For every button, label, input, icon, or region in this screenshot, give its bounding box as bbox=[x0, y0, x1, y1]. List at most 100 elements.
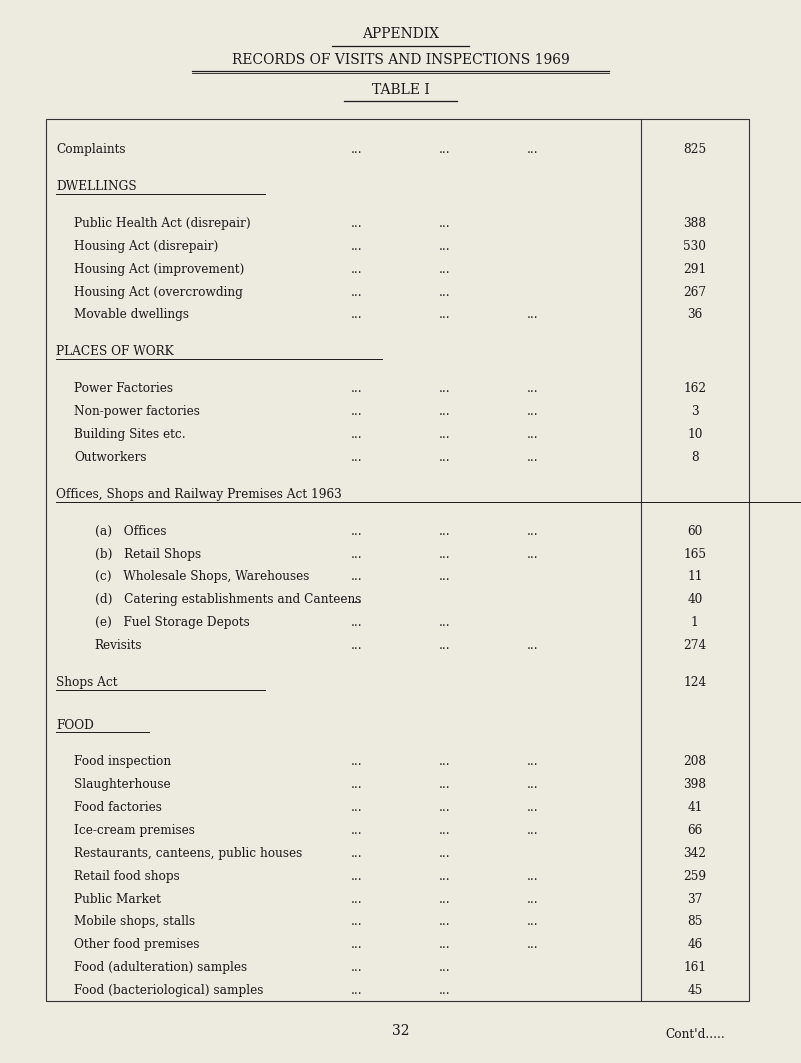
Text: APPENDIX: APPENDIX bbox=[362, 28, 439, 41]
Text: Food inspection: Food inspection bbox=[74, 756, 171, 769]
Text: ...: ... bbox=[439, 217, 450, 230]
Text: RECORDS OF VISITS AND INSPECTIONS 1969: RECORDS OF VISITS AND INSPECTIONS 1969 bbox=[231, 53, 570, 67]
Text: ...: ... bbox=[351, 617, 362, 629]
Text: ...: ... bbox=[439, 405, 450, 418]
Text: (b)   Retail Shops: (b) Retail Shops bbox=[95, 547, 200, 560]
Text: Offices, Shops and Railway Premises Act 1963: Offices, Shops and Railway Premises Act … bbox=[56, 488, 342, 501]
Text: ...: ... bbox=[439, 893, 450, 906]
Text: Complaints: Complaints bbox=[56, 144, 126, 156]
Text: Housing Act (disrepair): Housing Act (disrepair) bbox=[74, 240, 219, 253]
Text: ...: ... bbox=[527, 802, 538, 814]
Text: ...: ... bbox=[351, 893, 362, 906]
Text: Slaughterhouse: Slaughterhouse bbox=[74, 778, 171, 791]
Text: 161: 161 bbox=[683, 961, 706, 974]
Text: 10: 10 bbox=[687, 428, 702, 441]
Text: 37: 37 bbox=[687, 893, 702, 906]
Text: ...: ... bbox=[351, 847, 362, 860]
Text: 342: 342 bbox=[683, 847, 706, 860]
Text: ...: ... bbox=[439, 144, 450, 156]
Text: Food factories: Food factories bbox=[74, 802, 163, 814]
Text: Housing Act (overcrowding: Housing Act (overcrowding bbox=[74, 286, 244, 299]
Text: Public Health Act (disrepair): Public Health Act (disrepair) bbox=[74, 217, 252, 230]
Text: ...: ... bbox=[439, 984, 450, 997]
Text: ...: ... bbox=[351, 308, 362, 321]
Text: Non-power factories: Non-power factories bbox=[74, 405, 200, 418]
Text: ...: ... bbox=[527, 824, 538, 837]
Text: DWELLINGS: DWELLINGS bbox=[56, 180, 137, 193]
Text: ...: ... bbox=[527, 915, 538, 928]
Text: 208: 208 bbox=[683, 756, 706, 769]
Text: 165: 165 bbox=[683, 547, 706, 560]
Text: ...: ... bbox=[351, 915, 362, 928]
Text: ...: ... bbox=[351, 263, 362, 275]
Text: ...: ... bbox=[527, 893, 538, 906]
Text: ...: ... bbox=[439, 571, 450, 584]
Text: ...: ... bbox=[351, 217, 362, 230]
Text: ...: ... bbox=[439, 961, 450, 974]
Text: ...: ... bbox=[439, 915, 450, 928]
Text: ...: ... bbox=[351, 571, 362, 584]
Text: ...: ... bbox=[351, 802, 362, 814]
Text: (a)   Offices: (a) Offices bbox=[95, 525, 166, 538]
Text: Cont'd.....: Cont'd..... bbox=[665, 1028, 725, 1041]
Text: 46: 46 bbox=[687, 939, 702, 951]
Text: 40: 40 bbox=[687, 593, 702, 606]
Text: ...: ... bbox=[439, 547, 450, 560]
Text: 1: 1 bbox=[691, 617, 698, 629]
Text: Housing Act (improvement): Housing Act (improvement) bbox=[74, 263, 245, 275]
Text: ...: ... bbox=[351, 939, 362, 951]
Text: ...: ... bbox=[439, 428, 450, 441]
Text: ...: ... bbox=[527, 870, 538, 882]
Text: 825: 825 bbox=[683, 144, 706, 156]
Text: Food (adulteration) samples: Food (adulteration) samples bbox=[74, 961, 248, 974]
Text: ...: ... bbox=[527, 308, 538, 321]
Text: (e)   Fuel Storage Depots: (e) Fuel Storage Depots bbox=[95, 617, 249, 629]
Text: ...: ... bbox=[439, 617, 450, 629]
Text: ...: ... bbox=[439, 824, 450, 837]
Text: ...: ... bbox=[439, 240, 450, 253]
Text: ...: ... bbox=[351, 405, 362, 418]
Text: FOOD: FOOD bbox=[56, 719, 94, 731]
Text: ...: ... bbox=[351, 547, 362, 560]
Text: ...: ... bbox=[527, 525, 538, 538]
Text: ...: ... bbox=[527, 756, 538, 769]
Text: ...: ... bbox=[439, 308, 450, 321]
Text: 85: 85 bbox=[687, 915, 702, 928]
Text: Outworkers: Outworkers bbox=[74, 451, 147, 463]
Text: Movable dwellings: Movable dwellings bbox=[74, 308, 190, 321]
Text: ...: ... bbox=[527, 639, 538, 652]
Text: ...: ... bbox=[527, 451, 538, 463]
Text: ...: ... bbox=[527, 939, 538, 951]
Text: ...: ... bbox=[439, 525, 450, 538]
Text: ...: ... bbox=[527, 428, 538, 441]
Text: ...: ... bbox=[439, 639, 450, 652]
Text: 388: 388 bbox=[683, 217, 706, 230]
Text: ...: ... bbox=[439, 383, 450, 395]
Text: 267: 267 bbox=[683, 286, 706, 299]
Text: 530: 530 bbox=[683, 240, 706, 253]
Text: ...: ... bbox=[439, 870, 450, 882]
Text: Power Factories: Power Factories bbox=[74, 383, 174, 395]
Text: ...: ... bbox=[351, 756, 362, 769]
Text: Building Sites etc.: Building Sites etc. bbox=[74, 428, 186, 441]
Text: ...: ... bbox=[439, 286, 450, 299]
Text: ...: ... bbox=[527, 383, 538, 395]
Text: ...: ... bbox=[439, 939, 450, 951]
Bar bbox=[46, 119, 749, 1001]
Text: ...: ... bbox=[439, 263, 450, 275]
Text: Retail food shops: Retail food shops bbox=[74, 870, 180, 882]
Text: (d)   Catering establishments and Canteens: (d) Catering establishments and Canteens bbox=[95, 593, 361, 606]
Text: Food (bacteriological) samples: Food (bacteriological) samples bbox=[74, 984, 264, 997]
Text: 60: 60 bbox=[687, 525, 702, 538]
Text: ...: ... bbox=[439, 756, 450, 769]
Text: 32: 32 bbox=[392, 1024, 409, 1039]
Text: 11: 11 bbox=[687, 571, 702, 584]
Text: ...: ... bbox=[439, 802, 450, 814]
Text: TABLE I: TABLE I bbox=[372, 83, 429, 97]
Text: ...: ... bbox=[351, 984, 362, 997]
Text: 291: 291 bbox=[683, 263, 706, 275]
Text: 8: 8 bbox=[691, 451, 698, 463]
Text: Revisits: Revisits bbox=[95, 639, 142, 652]
Text: Public Market: Public Market bbox=[74, 893, 161, 906]
Text: ...: ... bbox=[351, 778, 362, 791]
